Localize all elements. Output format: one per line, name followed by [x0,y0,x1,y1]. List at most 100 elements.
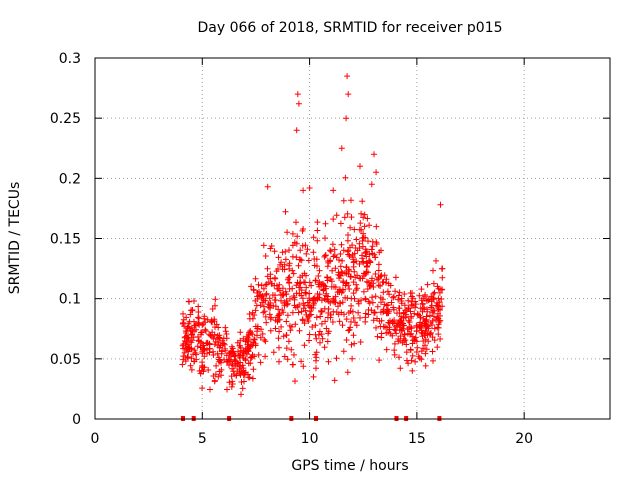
data-point [375,274,382,281]
data-point [397,324,404,331]
data-point [218,372,225,379]
data-point [324,263,331,270]
data-point [389,332,396,339]
data-point [262,338,269,345]
data-point [284,276,291,283]
data-point [405,360,412,367]
data-point [362,310,369,317]
data-point [348,197,354,204]
data-point [377,309,384,316]
data-point [418,348,425,355]
data-point [297,247,304,254]
data-point [343,115,350,122]
data-point [431,289,438,296]
data-point [251,336,257,343]
data-point [385,319,392,326]
data-point [301,342,308,349]
data-point [351,295,358,302]
data-point [283,318,290,325]
data-point [340,247,347,254]
data-point [313,256,320,263]
data-point [355,309,362,316]
data-point [338,145,345,152]
data-point [212,296,219,303]
data-point [238,369,245,375]
data-point [438,296,445,302]
data-point [405,297,412,304]
data-point [403,311,410,318]
data-point [391,340,398,347]
data-point [252,323,259,330]
data-point [430,313,437,320]
data-point [324,277,331,284]
data-point [299,242,306,249]
data-point [395,336,402,342]
y-axis-label: SRMTID / TECUs [7,182,23,295]
data-point [375,282,382,289]
data-point [306,337,312,344]
data-point [373,324,379,331]
data-point [263,319,270,326]
data-point [333,254,340,261]
data-point [434,283,441,290]
data-point [317,313,324,320]
data-point [430,357,436,364]
data-point [360,230,367,237]
data-point [400,314,407,321]
data-point [412,358,419,365]
data-point [202,326,209,333]
data-point [322,318,329,325]
data-point [372,271,379,277]
data-point [365,298,372,305]
data-point [356,226,363,233]
data-point [354,285,361,292]
data-point [361,223,368,230]
data-point [289,309,296,316]
data-point [376,249,383,256]
data-point [310,234,317,241]
data-point [280,333,287,340]
data-point [180,316,187,323]
data-point [257,359,264,366]
data-point [276,281,283,288]
data-point [259,299,266,306]
data-point [316,267,323,274]
data-point [295,309,302,316]
data-point [367,258,373,265]
data-point [246,315,253,322]
data-point [407,347,414,354]
data-point [308,282,315,289]
data-point [350,332,357,339]
data-point [325,330,332,337]
data-point [220,340,227,347]
y-tick-label: 0.3 [59,51,81,67]
x-axis-label: GPS time / hours [291,458,408,474]
data-point [292,304,299,311]
data-point [269,292,276,298]
data-point [282,256,289,263]
data-point [320,287,327,294]
data-point [249,351,256,358]
data-point [305,257,312,264]
data-point [199,385,206,392]
data-point [324,258,331,264]
data-point [330,187,337,194]
data-point [385,329,392,336]
data-point [267,271,274,278]
data-point [347,244,353,251]
data-point [346,286,353,292]
data-point [361,211,368,218]
data-point [283,345,290,352]
data-point [359,275,366,282]
data-point [330,216,337,223]
data-point [284,356,291,363]
data-point [200,342,207,349]
data-point [350,290,357,297]
data-point [229,378,236,385]
data-point [182,355,189,361]
data-point [329,319,336,325]
data-point [422,291,429,298]
data-point [234,339,241,346]
data-point [419,333,426,340]
data-point [411,337,418,344]
